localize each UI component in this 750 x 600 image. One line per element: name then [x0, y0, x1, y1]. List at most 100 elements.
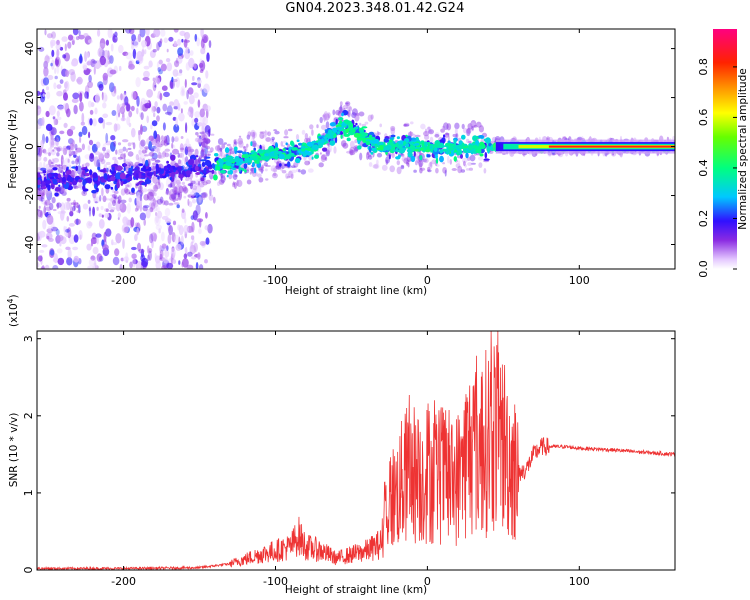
spectrogram-core-blob: [371, 143, 375, 147]
spectrogram-noise-blob: [141, 257, 149, 268]
spectrogram-halo-blob: [309, 124, 314, 130]
carrier-band-core: [548, 145, 675, 148]
spectrogram-halo-blob: [186, 146, 192, 152]
spectrogram-noise-blob: [180, 86, 186, 94]
spectrogram-core-blob: [218, 158, 222, 164]
spectrogram-core-blob: [274, 147, 280, 152]
spectrogram-noise-blob: [65, 232, 69, 238]
spectrogram-noise-blob: [117, 195, 122, 204]
spectrogram-halo-blob: [273, 167, 278, 173]
colorbar-label: Normalized spectral amplitude: [737, 68, 749, 229]
spectrogram-halo-blob: [265, 165, 271, 167]
spectrogram-noise-blob: [50, 62, 53, 67]
spectrogram-halo-blob: [470, 122, 476, 127]
spectrogram-noise-blob: [130, 217, 135, 228]
spectrogram-halo-blob: [51, 161, 54, 165]
spectrogram-noise-blob: [66, 108, 71, 118]
spectrogram-noise-blob: [72, 92, 80, 100]
spectrogram-noise-blob: [122, 216, 128, 225]
spectrogram-halo-blob: [45, 163, 51, 171]
spectrogram-noise-blob: [41, 265, 45, 269]
spectrogram-noise-blob: [39, 249, 45, 253]
spectrogram-noise-blob: [175, 116, 178, 127]
spectrogram-noise-blob: [156, 61, 160, 70]
spectrogram-halo-blob: [155, 199, 158, 202]
spectrogram-halo-blob: [164, 152, 170, 158]
spectrogram-halo-blob: [127, 151, 134, 157]
spectrogram-core-blob: [318, 144, 324, 148]
spectrogram-noise-blob: [140, 112, 144, 121]
spectrogram-halo-blob: [174, 192, 181, 196]
spectrogram-halo-blob: [169, 193, 176, 197]
spectrogram-noise-blob: [178, 225, 184, 236]
spectrogram-halo-blob: [246, 143, 249, 148]
spectrogram-noise-blob: [156, 141, 160, 148]
spectrogram-noise-blob: [137, 33, 142, 43]
spectrogram-noise-blob: [88, 74, 92, 83]
spectrogram-noise-blob: [172, 259, 177, 264]
spectrogram-noise-blob: [171, 232, 176, 243]
spectrogram-ridge-blob: [52, 178, 58, 183]
spectrogram-noise-blob: [166, 62, 173, 72]
spectrogram-halo-blob: [307, 168, 314, 173]
spectrogram-noise-blob: [118, 44, 124, 54]
spectrogram-noise-blob: [203, 36, 208, 44]
spectrogram-halo-blob: [209, 188, 212, 197]
spectrogram-halo-blob: [462, 127, 468, 134]
spectrogram-ridge-blob: [157, 175, 160, 180]
spectrogram-noise-blob: [188, 143, 191, 148]
spectrogram-core-blob: [398, 148, 406, 154]
spectrogram-noise-blob: [42, 77, 50, 86]
spectrogram-core-blob: [439, 149, 444, 154]
spectrogram-halo-blob: [217, 181, 221, 186]
spectrogram-ridge-blob: [361, 126, 368, 129]
spectrogram-ridge-blob: [61, 176, 66, 183]
spectrogram-noise-blob: [150, 165, 157, 171]
spectrogram-halo-blob: [327, 112, 331, 119]
spectrogram-noise-blob: [74, 218, 81, 225]
spectrogram-ridge-blob: [205, 156, 211, 159]
spectrogram-noise-blob: [41, 116, 45, 126]
spectrogram-noise-blob: [69, 143, 74, 151]
spectrogram-halo-blob: [156, 154, 163, 159]
spectrogram-core-blob: [458, 149, 463, 155]
spectrogram-ridge-blob: [155, 167, 161, 174]
spectrogram-y-label: Frequency (Hz): [7, 109, 19, 188]
spectrogram-noise-blob: [149, 233, 154, 244]
spectrogram-halo-blob: [120, 153, 126, 160]
spectrogram-halo-blob: [348, 106, 353, 112]
spectrogram-noise-blob: [174, 136, 179, 142]
spectrogram-noise-blob: [200, 29, 204, 38]
spectrogram-noise-blob: [178, 260, 181, 265]
spectrogram-noise-blob: [160, 63, 167, 72]
spectrogram-halo-blob: [406, 162, 409, 166]
spectrogram-noise-blob: [153, 130, 158, 140]
spectrogram-halo-blob: [180, 136, 184, 139]
spectrogram-halo-blob: [57, 166, 63, 174]
spectrogram-noise-blob: [64, 157, 71, 168]
spectrogram-noise-blob: [86, 243, 92, 251]
spectrogram-halo-blob: [205, 131, 209, 138]
spectrogram-noise-blob: [53, 82, 57, 90]
spectrogram-noise-blob: [59, 242, 62, 247]
spectrogram-noise-blob: [197, 122, 203, 127]
spectrogram-noise-blob: [164, 249, 170, 258]
spectrogram-halo-blob: [440, 128, 445, 133]
spectrogram-noise-blob: [172, 69, 179, 77]
spectrogram-noise-blob: [187, 87, 194, 95]
spectrogram-halo-blob: [37, 167, 41, 171]
spectrogram-halo-blob: [128, 197, 132, 203]
spectrogram-ridge-blob: [338, 117, 344, 121]
spectrogram-halo-blob: [93, 197, 98, 204]
spectrogram-noise-blob: [204, 259, 208, 264]
spectrogram-halo-blob: [311, 129, 314, 136]
spectrogram-halo-blob: [293, 162, 299, 168]
spectrogram-halo-blob: [253, 142, 258, 148]
spectrogram-noise-blob: [175, 72, 183, 76]
spectrogram-core-blob: [273, 151, 278, 156]
spectrogram-noise-blob: [194, 117, 199, 123]
spectrogram-y-axis: -40 -20 0 20 40: [23, 42, 675, 253]
spectrogram-noise-blob: [171, 76, 174, 83]
spectrogram-noise-blob: [109, 69, 117, 75]
spectrogram-noise-blob: [83, 33, 89, 38]
